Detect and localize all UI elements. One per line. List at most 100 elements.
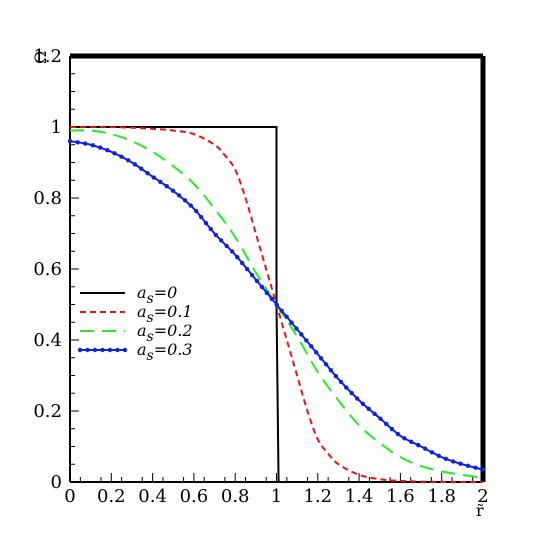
series-point xyxy=(294,326,299,331)
series-point xyxy=(151,175,157,180)
series-lines xyxy=(67,125,486,484)
series-line xyxy=(70,126,483,483)
series-point xyxy=(328,368,334,373)
x-tick-label: 0 xyxy=(64,486,75,507)
series-line xyxy=(69,129,484,479)
series-point xyxy=(176,193,182,198)
legend-marker xyxy=(115,347,120,353)
series-point xyxy=(416,442,421,448)
series-point xyxy=(465,463,471,469)
series-point xyxy=(284,314,289,319)
series-point xyxy=(429,450,435,455)
series-point xyxy=(289,320,294,325)
legend-label: as=0.1 xyxy=(137,302,193,326)
series-point xyxy=(279,308,284,313)
series-point xyxy=(105,148,110,153)
series-point xyxy=(203,220,209,226)
legend-marker xyxy=(92,347,98,353)
series-point xyxy=(112,151,117,156)
series-point xyxy=(389,426,395,432)
series-point xyxy=(229,249,235,254)
series-point xyxy=(182,198,188,203)
x-tick-label: 1.8 xyxy=(427,486,456,507)
series-point xyxy=(264,290,270,296)
series-point xyxy=(164,183,169,189)
series-point xyxy=(458,461,463,466)
series-point xyxy=(304,338,309,343)
series-point xyxy=(97,145,103,150)
x-tick-label: 1.2 xyxy=(303,486,332,507)
series-point xyxy=(473,465,478,470)
y-tick-label: 0.6 xyxy=(33,259,62,280)
series-point xyxy=(83,141,88,146)
series-point xyxy=(244,266,250,272)
series-point xyxy=(395,431,401,437)
x-tick-label: 0.4 xyxy=(138,486,167,507)
y-tick-label: 0.8 xyxy=(33,188,62,209)
series-point xyxy=(67,139,73,144)
series-point xyxy=(360,401,366,406)
x-tick-label: 0.8 xyxy=(221,486,250,507)
x-tick-label: 1 xyxy=(271,486,282,507)
series-point xyxy=(126,158,131,163)
legend-label: as=0.2 xyxy=(137,321,193,345)
x-tick-label: 1.6 xyxy=(386,486,415,507)
x-tick-label: 0.6 xyxy=(180,486,209,507)
x-tick-label: 2 xyxy=(477,486,488,507)
series-point xyxy=(402,436,407,441)
series-point xyxy=(366,406,371,412)
legend-label: as=0.3 xyxy=(137,340,193,364)
series-point xyxy=(254,278,260,284)
legend-marker xyxy=(100,347,105,353)
series-point xyxy=(333,373,339,379)
x-tick-label: 0.2 xyxy=(97,486,126,507)
series-point xyxy=(132,162,138,167)
axis-ticks xyxy=(69,55,484,483)
series-point xyxy=(158,179,163,185)
series-point xyxy=(378,416,383,421)
y-tick-label: 0 xyxy=(51,472,62,493)
y-tick-label: 0.4 xyxy=(33,330,62,351)
series-point xyxy=(318,356,324,361)
legend-marker xyxy=(107,347,113,353)
series-point xyxy=(309,344,314,349)
series-point xyxy=(299,332,304,337)
series-point xyxy=(139,166,144,171)
series-point xyxy=(218,238,224,243)
series-point xyxy=(443,456,449,462)
legend-label: as=0 xyxy=(137,283,177,307)
series-point xyxy=(90,143,95,148)
x-tick-label: 1.4 xyxy=(345,486,374,507)
series-point xyxy=(349,390,354,396)
series-point xyxy=(409,439,414,445)
series-point xyxy=(224,243,229,249)
y-tick-label: 1 xyxy=(51,117,62,138)
series-point xyxy=(384,421,389,427)
series-point xyxy=(480,467,486,472)
legend-marker xyxy=(77,347,83,353)
legend-marker xyxy=(85,347,90,353)
series-point xyxy=(249,272,255,278)
series-point xyxy=(323,362,329,367)
series-point xyxy=(372,411,377,416)
series-point xyxy=(198,214,204,220)
series-point xyxy=(213,232,219,238)
series-point xyxy=(145,170,150,176)
series-point xyxy=(75,140,80,145)
series-point xyxy=(240,260,245,266)
series-point xyxy=(354,396,360,401)
series-point xyxy=(119,154,124,159)
series-point xyxy=(338,379,344,385)
y-tick-label: 1.2 xyxy=(33,46,62,67)
y-tick-label: 0.2 xyxy=(33,401,62,422)
series-point xyxy=(170,188,176,193)
legend: as=0as=0.1as=0.2as=0.3 xyxy=(77,283,193,364)
series-point xyxy=(344,385,349,390)
legend-marker xyxy=(122,347,128,353)
series-point xyxy=(188,203,193,208)
series-point xyxy=(314,350,319,355)
tick-labels: 0 0.2 0.4 0.6 0.8 1 1.2 1.4 1.6 1.8 2 0 0.2 0.4 0.6 0.8… xyxy=(33,46,488,507)
series-point xyxy=(450,459,456,464)
series-point xyxy=(235,254,240,260)
